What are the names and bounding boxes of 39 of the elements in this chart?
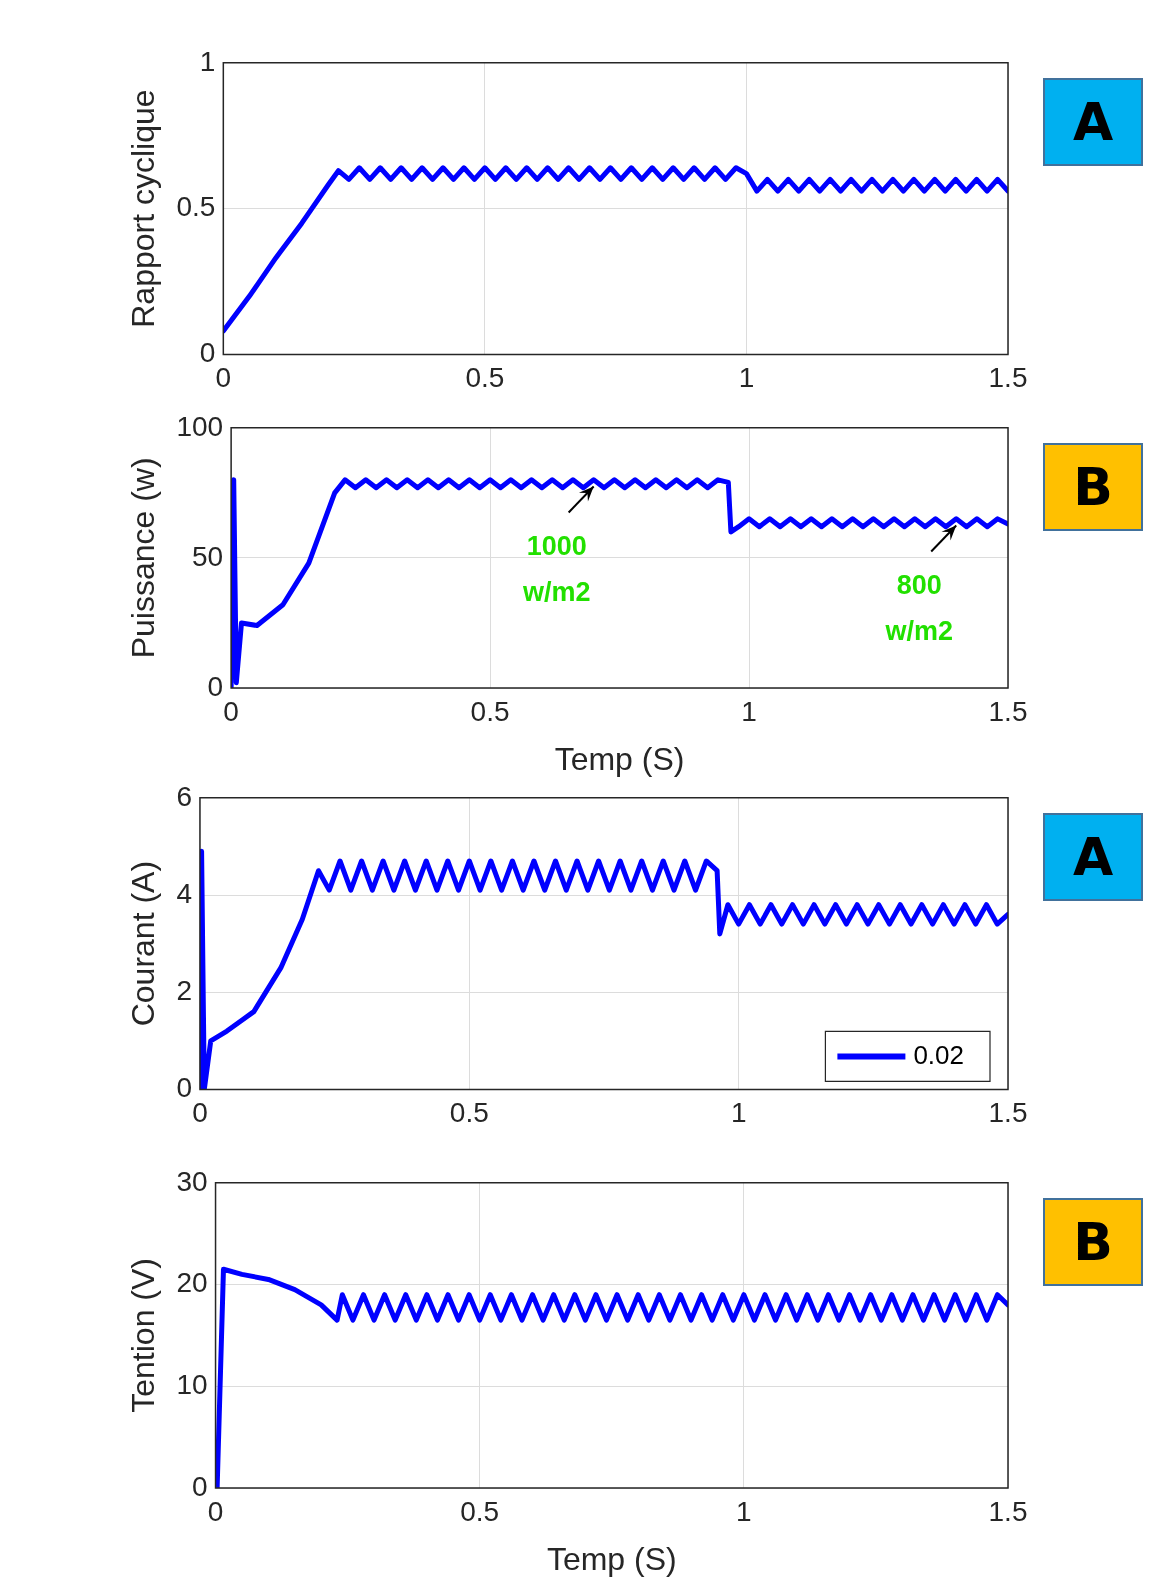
x-tick-label: 1 (730, 1096, 747, 1128)
x-tick-label: 1 (741, 695, 757, 727)
y-tick-label: 4 (176, 877, 192, 909)
y-tick-label: 1 (199, 45, 216, 77)
y-tick-label: 0 (199, 337, 216, 369)
y-tick-label: 0 (176, 1072, 192, 1104)
x-tick-label: 1.5 (988, 1096, 1028, 1128)
x-tick-label: 1.5 (988, 1495, 1028, 1527)
y-tick-label: 20 (176, 1267, 208, 1299)
letter-box: B (1043, 443, 1143, 531)
y-axis-title: Courant (A) (125, 860, 162, 1027)
y-tick-label: 10 (176, 1368, 208, 1400)
legend-label: 0.02 (913, 1039, 965, 1070)
annotation: 1000 w/m2 (521, 531, 591, 608)
y-tick-label: 50 (191, 540, 224, 572)
letter-box: B (1043, 1198, 1143, 1286)
x-tick-label: 0.5 (460, 1495, 500, 1527)
y-axis-title: Tention (V) (125, 1258, 162, 1413)
x-axis-title: Temp (S) (546, 1540, 677, 1577)
x-tick-label: 0.5 (470, 695, 510, 727)
y-tick-label: 6 (176, 780, 192, 812)
annotation: 800 w/m2 (884, 570, 953, 647)
letter-box: A (1043, 78, 1143, 166)
x-tick-label: 1 (736, 1495, 752, 1527)
x-tick-label: 1 (738, 361, 755, 393)
y-tick-label: 100 (176, 410, 224, 442)
y-tick-label: 0 (207, 670, 224, 702)
x-tick-label: 0.5 (465, 361, 505, 393)
x-tick-label: 1.5 (988, 695, 1028, 727)
y-tick-label: 30 (176, 1165, 208, 1197)
x-axis-title: Temp (S) (554, 740, 685, 777)
y-tick-label: 0 (191, 1470, 208, 1502)
y-axis-title: Rapport cyclique (125, 89, 162, 328)
y-tick-label: 0.5 (176, 191, 216, 223)
y-tick-label: 2 (176, 974, 192, 1006)
x-tick-label: 1.5 (988, 361, 1028, 393)
y-axis-title: Puissance (w) (125, 457, 162, 659)
x-tick-label: 0.5 (449, 1096, 489, 1128)
letter-box: A (1043, 813, 1143, 901)
